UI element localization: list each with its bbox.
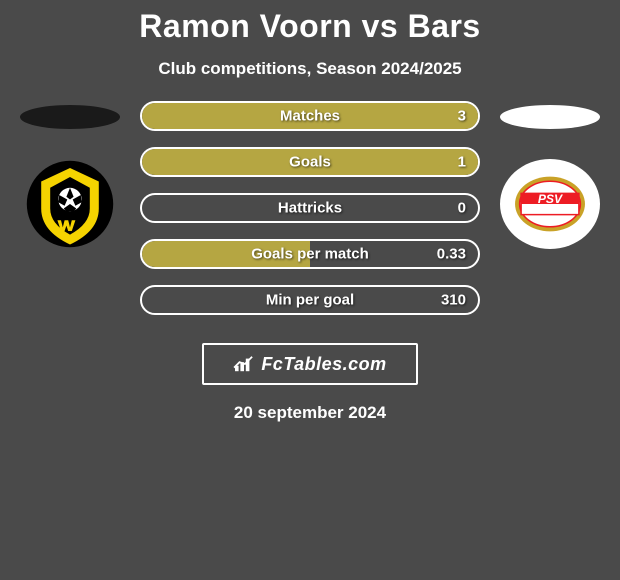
- main-row: Matches 3 Goals 1 Hattricks 0 Goals per …: [0, 101, 620, 315]
- bar-chart-icon: [233, 355, 255, 373]
- right-team-badge: PSV: [500, 159, 600, 249]
- bar-label: Min per goal: [266, 292, 354, 309]
- footer-site-text: FcTables.com: [261, 354, 386, 375]
- page-title: Ramon Voorn vs Bars: [0, 8, 620, 45]
- bar-value: 1: [458, 154, 466, 171]
- footer-site-badge: FcTables.com: [202, 343, 418, 385]
- right-column: PSV: [500, 101, 600, 249]
- vvv-venlo-logo-icon: [20, 159, 120, 249]
- bar-label: Goals per match: [251, 246, 369, 263]
- bar-value: 0.33: [437, 246, 466, 263]
- chart-container: Ramon Voorn vs Bars Club competitions, S…: [0, 0, 620, 423]
- stat-bar-goals-per-match: Goals per match 0.33: [140, 239, 480, 269]
- right-player-marker: [500, 105, 600, 129]
- left-player-marker: [20, 105, 120, 129]
- bar-label: Matches: [280, 108, 340, 125]
- bar-label: Hattricks: [278, 200, 342, 217]
- footer-date: 20 september 2024: [0, 403, 620, 423]
- left-column: [20, 101, 120, 249]
- stat-bar-hattricks: Hattricks 0: [140, 193, 480, 223]
- bar-value: 3: [458, 108, 466, 125]
- psv-logo-icon: PSV: [507, 166, 593, 242]
- left-team-badge: [20, 159, 120, 249]
- bars-column: Matches 3 Goals 1 Hattricks 0 Goals per …: [140, 101, 480, 315]
- stat-bar-matches: Matches 3: [140, 101, 480, 131]
- bar-value: 310: [441, 292, 466, 309]
- stat-bar-min-per-goal: Min per goal 310: [140, 285, 480, 315]
- bar-value: 0: [458, 200, 466, 217]
- bar-label: Goals: [289, 154, 331, 171]
- page-subtitle: Club competitions, Season 2024/2025: [0, 59, 620, 79]
- svg-text:PSV: PSV: [538, 192, 563, 206]
- stat-bar-goals: Goals 1: [140, 147, 480, 177]
